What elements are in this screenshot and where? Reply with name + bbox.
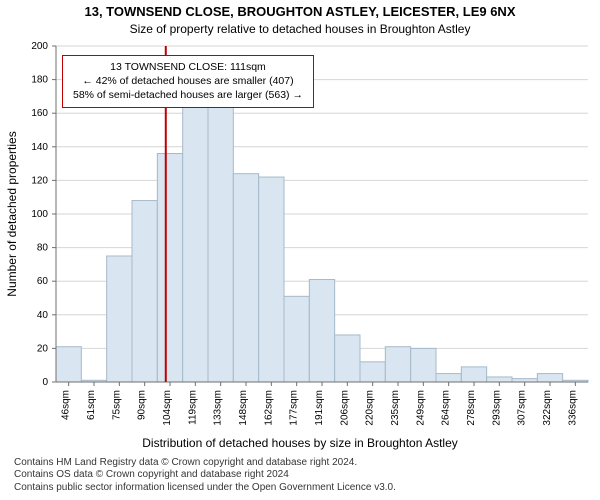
x-tick-label: 206sqm <box>339 390 350 426</box>
footnote-line2: Contains OS data © Crown copyright and d… <box>14 469 396 482</box>
svg-text:140: 140 <box>31 142 48 153</box>
x-tick-label: 249sqm <box>415 390 426 426</box>
histogram-bar <box>385 347 410 382</box>
histogram-bar <box>208 105 233 382</box>
histogram-bar <box>259 177 284 382</box>
svg-text:200: 200 <box>31 41 48 52</box>
page-title: 13, TOWNSEND CLOSE, BROUGHTON ASTLEY, LE… <box>0 4 600 19</box>
footnote: Contains HM Land Registry data © Crown c… <box>14 457 396 495</box>
x-axis-caption: Distribution of detached houses by size … <box>0 436 600 450</box>
histogram-bar <box>107 256 132 382</box>
svg-text:40: 40 <box>37 310 49 321</box>
histogram-bar <box>233 174 258 382</box>
histogram-bar <box>360 362 385 382</box>
histogram-bar <box>132 201 157 382</box>
x-tick-label: 148sqm <box>238 390 249 426</box>
callout-line3: 58% of semi-detached houses are larger (… <box>73 88 303 102</box>
x-tick-label: 307sqm <box>517 390 528 426</box>
histogram-bar <box>309 280 334 382</box>
svg-text:100: 100 <box>31 209 48 220</box>
histogram-bar <box>537 374 562 382</box>
svg-text:60: 60 <box>37 276 49 287</box>
histogram-bar <box>183 101 208 382</box>
histogram-bar <box>487 377 512 382</box>
x-tick-label: 336sqm <box>567 390 578 426</box>
x-tick-label: 235sqm <box>390 390 401 426</box>
histogram-bar <box>335 335 360 382</box>
page-subtitle: Size of property relative to detached ho… <box>0 22 600 36</box>
footnote-line3: Contains public sector information licen… <box>14 482 396 495</box>
footnote-line1: Contains HM Land Registry data © Crown c… <box>14 457 396 470</box>
x-tick-label: 162sqm <box>263 390 274 426</box>
histogram-bar <box>461 367 486 382</box>
svg-text:120: 120 <box>31 175 48 186</box>
y-axis-label: Number of detached properties <box>5 131 19 296</box>
callout-box: 13 TOWNSEND CLOSE: 111sqm ← 42% of detac… <box>62 55 314 108</box>
x-tick-label: 104sqm <box>162 390 173 426</box>
x-tick-label: 75sqm <box>111 390 122 420</box>
x-tick-label: 322sqm <box>542 390 553 426</box>
histogram-bar <box>436 374 461 382</box>
svg-text:80: 80 <box>37 243 49 254</box>
x-tick-label: 293sqm <box>491 390 502 426</box>
svg-text:0: 0 <box>42 377 48 388</box>
x-tick-label: 133sqm <box>213 390 224 426</box>
svg-text:160: 160 <box>31 108 48 119</box>
callout-line2: ← 42% of detached houses are smaller (40… <box>73 74 303 88</box>
x-tick-label: 61sqm <box>86 390 97 420</box>
svg-text:180: 180 <box>31 75 48 86</box>
svg-text:20: 20 <box>37 343 49 354</box>
x-tick-label: 191sqm <box>314 390 325 426</box>
x-tick-label: 278sqm <box>466 390 477 426</box>
x-tick-label: 90sqm <box>137 390 148 420</box>
x-tick-label: 177sqm <box>289 390 300 426</box>
histogram-bar <box>284 296 309 382</box>
histogram-bar <box>411 348 436 382</box>
x-tick-label: 119sqm <box>187 390 198 425</box>
histogram-bar <box>512 379 537 382</box>
x-tick-label: 46sqm <box>61 390 72 420</box>
callout-line1: 13 TOWNSEND CLOSE: 111sqm <box>73 60 303 74</box>
x-tick-label: 264sqm <box>441 390 452 426</box>
x-tick-label: 220sqm <box>365 390 376 426</box>
histogram-bar <box>56 347 81 382</box>
histogram-bar <box>157 154 182 382</box>
